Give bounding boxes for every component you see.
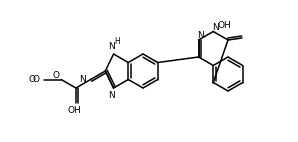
Text: N: N [212,23,219,32]
Text: O: O [53,71,60,80]
Text: N: N [108,41,115,51]
Text: O: O [33,75,40,84]
Text: N: N [108,91,115,101]
Text: H: H [115,36,120,45]
Text: OH: OH [217,21,231,30]
Text: N: N [197,31,204,39]
Text: O: O [29,75,36,84]
Text: N: N [79,75,86,84]
Text: OH: OH [67,106,81,115]
